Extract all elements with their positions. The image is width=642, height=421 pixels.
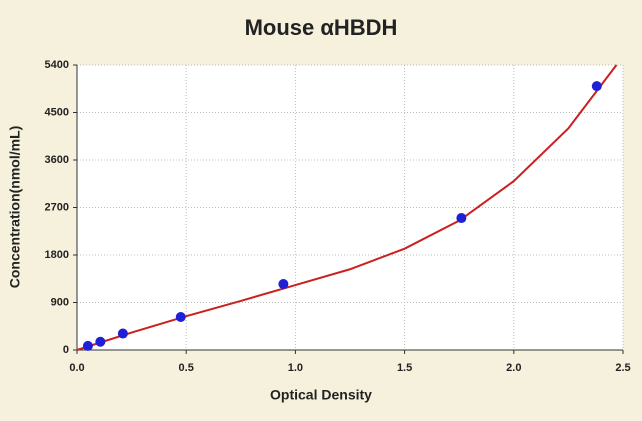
data-point xyxy=(117,328,128,339)
x-tick-label: 1.5 xyxy=(397,362,412,374)
x-tick-label: 1.0 xyxy=(288,362,303,374)
data-point xyxy=(82,340,93,351)
y-tick-label: 0 xyxy=(63,344,69,356)
x-tick-label: 2.0 xyxy=(506,362,521,374)
x-tick-label: 0.0 xyxy=(69,362,84,374)
y-tick-label: 3600 xyxy=(45,154,69,166)
x-tick-label: 0.5 xyxy=(179,362,194,374)
y-tick-label: 2700 xyxy=(45,201,69,213)
y-tick-label: 1800 xyxy=(45,249,69,261)
chart-title: Mouse αHBDH xyxy=(245,15,398,40)
x-tick-label: 2.5 xyxy=(615,362,630,374)
data-point xyxy=(175,312,186,323)
fit-curve xyxy=(76,64,618,351)
y-tick-label: 900 xyxy=(51,296,69,308)
y-axis-label: Concentration(nmol/mL) xyxy=(7,126,23,289)
x-axis-label: Optical Density xyxy=(270,387,372,403)
data-point xyxy=(591,81,602,92)
data-point xyxy=(456,213,467,224)
data-point xyxy=(278,279,289,290)
y-tick-label: 5400 xyxy=(45,59,69,71)
y-tick-label: 4500 xyxy=(45,106,69,118)
data-point xyxy=(95,336,106,347)
